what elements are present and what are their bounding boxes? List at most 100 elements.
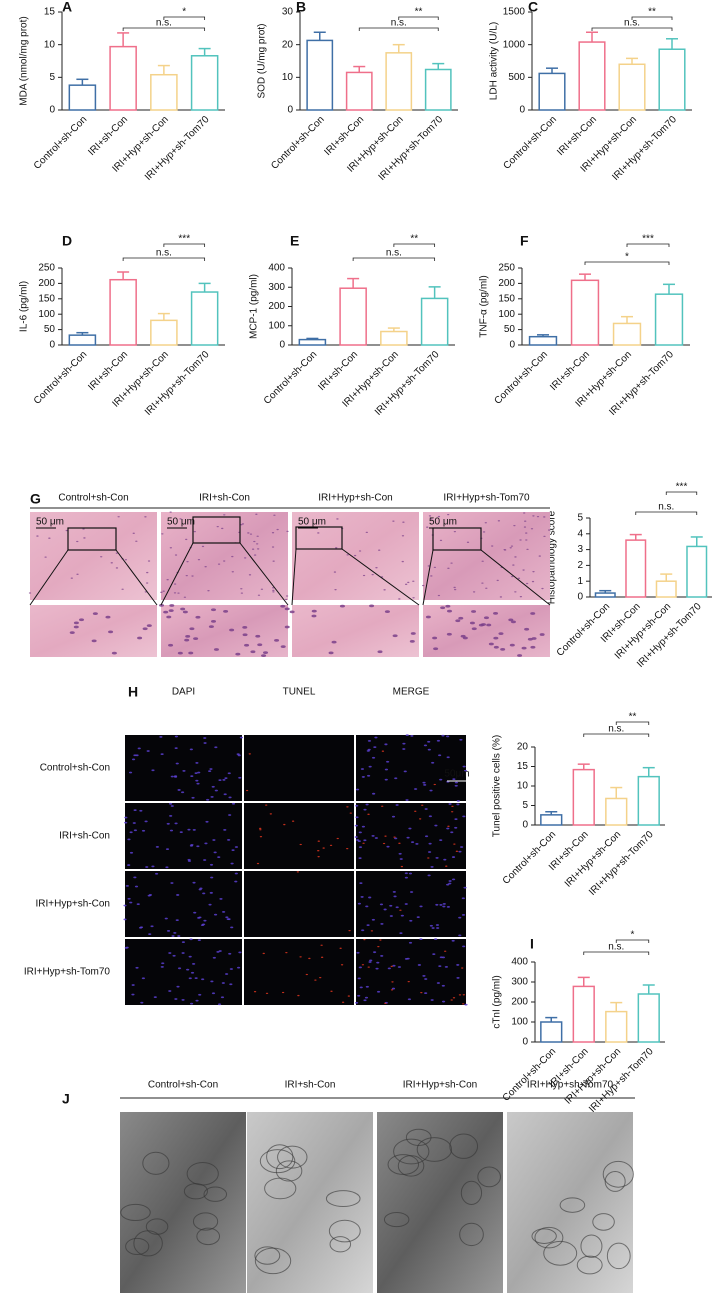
cell-dot <box>209 768 213 770</box>
cell-dot <box>408 872 413 875</box>
scale-label: 50 μm <box>298 517 326 528</box>
bar <box>109 278 137 346</box>
mitochondrion <box>592 1213 615 1231</box>
cell-dot <box>255 543 259 545</box>
cell-dot <box>434 938 438 940</box>
cell-dot <box>299 956 302 958</box>
cell-dot <box>424 992 428 994</box>
cell-dot <box>428 842 432 845</box>
cell-dot <box>434 824 438 827</box>
cell-dot <box>480 623 486 626</box>
cell-dot <box>400 865 404 868</box>
cell-dot <box>357 994 361 997</box>
significance-bracket <box>584 261 670 265</box>
cell-dot <box>154 872 159 875</box>
cell-dot <box>174 998 178 1000</box>
cell-dot <box>458 616 464 620</box>
cell-dot <box>195 779 199 782</box>
cell-dot <box>164 917 168 920</box>
column-header: DAPI <box>172 687 195 698</box>
cell-dot <box>424 978 428 980</box>
cell-dot <box>444 965 448 968</box>
bar <box>655 580 677 598</box>
fluorescence-image <box>125 735 242 801</box>
y-tick-label: 5 <box>577 513 583 524</box>
y-tick-label: 10 <box>517 781 529 792</box>
cell-dot <box>231 802 236 805</box>
x-tick-label: Control+sh-Con <box>501 1046 558 1103</box>
cell-dot <box>224 973 229 975</box>
y-axis-label: cTnI (pg/ml) <box>492 975 503 1028</box>
cell-dot <box>179 831 183 834</box>
cell-dot <box>177 651 183 655</box>
cell-dot <box>384 1002 387 1005</box>
cell-dot <box>192 881 196 884</box>
y-tick-label: 0 <box>522 820 528 831</box>
cell-dot <box>410 841 415 844</box>
cell-dot <box>136 903 140 905</box>
cell-dot <box>461 1003 465 1005</box>
cell-dot <box>441 1000 446 1003</box>
cell-dot <box>151 769 155 772</box>
cell-dot <box>221 527 224 530</box>
cell-dot <box>531 580 535 583</box>
cell-dot <box>442 905 446 908</box>
significance-bracket <box>163 243 206 247</box>
cell-dot <box>452 778 456 781</box>
bar <box>424 68 452 111</box>
bar <box>654 293 684 346</box>
y-tick-label: 10 <box>282 72 294 83</box>
cell-dot <box>305 973 309 976</box>
cell-dot <box>203 737 207 739</box>
y-axis-label: MCP-1 (pg/ml) <box>249 274 260 339</box>
cell-dot <box>451 939 455 942</box>
cell-dot <box>204 566 207 568</box>
cell-dot <box>203 919 207 922</box>
mitochondrion <box>277 1145 308 1169</box>
cell-dot <box>358 846 363 848</box>
cell-dot <box>454 781 459 784</box>
cell-dot <box>196 782 200 785</box>
cell-dot <box>401 535 405 537</box>
cell-dot <box>365 905 369 908</box>
significance-label: * <box>625 252 629 263</box>
fluorescence-image <box>244 871 354 937</box>
mitochondrion <box>580 1234 603 1258</box>
bar <box>528 335 558 346</box>
cell-dot <box>284 598 288 601</box>
cell-dot <box>427 857 430 859</box>
cell-dot <box>404 903 408 905</box>
x-tick-label: Control+sh-Con <box>269 114 326 171</box>
cell-dot <box>526 548 529 551</box>
cell-dot <box>211 619 217 623</box>
cell-dot <box>191 796 195 799</box>
column-header: TUNEL <box>283 687 316 698</box>
cell-dot <box>151 865 155 868</box>
cell-dot <box>362 574 366 577</box>
cell-dot <box>69 631 75 635</box>
cell-dot <box>231 555 234 558</box>
bar <box>190 55 219 111</box>
cell-dot <box>146 624 152 628</box>
y-tick-label: 200 <box>268 301 285 312</box>
cell-dot <box>131 758 136 761</box>
cell-dot <box>493 636 499 640</box>
cell-dot <box>389 915 393 917</box>
cell-dot <box>463 769 468 772</box>
cell-dot <box>213 913 218 916</box>
cell-dot <box>274 639 280 642</box>
cell-dot <box>380 923 384 925</box>
cell-dot <box>190 1002 194 1005</box>
cell-dot <box>460 846 464 848</box>
mitochondrion <box>602 1160 634 1188</box>
cell-dot <box>393 836 396 838</box>
panel-letter: F <box>520 233 529 249</box>
cell-dot <box>446 906 450 908</box>
cell-dot <box>155 845 159 848</box>
cell-dot <box>445 865 448 867</box>
cell-dot <box>497 520 501 522</box>
cell-dot <box>211 992 216 995</box>
significance-label: n.s. <box>608 724 624 735</box>
cell-dot <box>447 567 450 569</box>
